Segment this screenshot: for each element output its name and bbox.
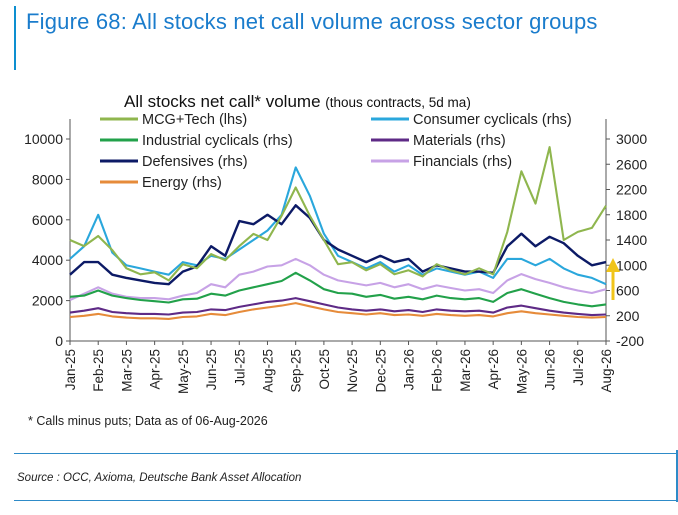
x-tick-label: May-25 (176, 349, 191, 394)
x-tick-label: Sep-25 (289, 349, 304, 393)
series-line-energy-rhs (69, 302, 607, 320)
figure-title: Figure 68: All stocks net call volume ac… (26, 9, 598, 34)
y-right-tick-label: 2200 (616, 182, 647, 198)
y-right-tick-label: 1000 (616, 257, 647, 273)
legend-label: Defensives (rhs) (142, 154, 248, 170)
chart-title: All stocks net call* volume (thous contr… (124, 92, 471, 111)
y-right-tick-label: 3000 (616, 131, 647, 147)
x-tick-label: Dec-25 (373, 349, 388, 393)
source-note: Source : OCC, Axioma, Deutsche Bank Asse… (17, 472, 302, 484)
y-right-tick-label: -200 (616, 333, 644, 349)
legend-label: Financials (rhs) (413, 154, 512, 170)
x-tick-label: Mar-25 (119, 349, 134, 392)
series-line-consumer-cyclicals-rhs (69, 166, 607, 286)
x-tick-label: Jul-26 (571, 349, 586, 386)
x-tick-label: Aug-26 (599, 349, 614, 393)
divider-rule-top (14, 453, 676, 454)
y-right-tick-label: 600 (616, 283, 640, 299)
y-right-tick-label: 1400 (616, 232, 647, 248)
chart-subtitle: (thous contracts, 5d ma) (325, 95, 471, 110)
x-tick-label: Jun-26 (543, 349, 558, 390)
x-tick-label: Apr-25 (148, 349, 163, 390)
y-right-tick-label: 2600 (616, 156, 647, 172)
legend-label: Industrial cyclicals (rhs) (142, 133, 293, 149)
legend-label: MCG+Tech (lhs) (142, 112, 247, 128)
series-line-mcg-tech-lhs (69, 146, 607, 282)
x-tick-label: Jul-25 (232, 349, 247, 386)
x-tick-label: Aug-25 (260, 349, 275, 393)
y-right-tick-label: 200 (616, 308, 640, 324)
annotation-arrow-head (606, 258, 620, 272)
divider-rule-right (676, 450, 678, 502)
y-left-tick-label: 4000 (32, 252, 63, 268)
title-accent-rule (14, 6, 16, 70)
x-tick-label: Mar-26 (458, 349, 473, 392)
y-left-tick-label: 6000 (32, 212, 63, 228)
x-tick-label: Feb-26 (430, 349, 445, 392)
x-tick-label: Apr-26 (486, 349, 501, 390)
x-tick-label: Oct-25 (317, 349, 332, 390)
series-line-financials-rhs (69, 257, 607, 301)
footnote: * Calls minus puts; Data as of 06-Aug-20… (28, 414, 268, 428)
y-left-tick-label: 0 (55, 333, 63, 349)
legend-label: Energy (rhs) (142, 175, 222, 191)
series-line-materials-rhs (69, 297, 607, 317)
x-tick-label: Jan-25 (63, 349, 78, 390)
series-line-defensives-rhs (69, 204, 607, 286)
y-left-tick-label: 2000 (32, 293, 63, 309)
legend-label: Consumer cyclicals (rhs) (413, 112, 572, 128)
x-tick-label: Nov-25 (345, 349, 360, 393)
y-left-tick-label: 8000 (32, 171, 63, 187)
x-tick-label: Jun-25 (204, 349, 219, 390)
y-right-tick-label: 1800 (616, 207, 647, 223)
y-left-tick-label: 10000 (24, 131, 63, 147)
divider-rule-bottom (14, 500, 676, 501)
legend-label: Materials (rhs) (413, 133, 506, 149)
x-tick-label: Feb-25 (91, 349, 106, 392)
x-tick-label: May-26 (514, 349, 529, 394)
series-line-industrial-cyclicals-rhs (69, 271, 607, 308)
x-tick-label: Jan-26 (402, 349, 417, 390)
